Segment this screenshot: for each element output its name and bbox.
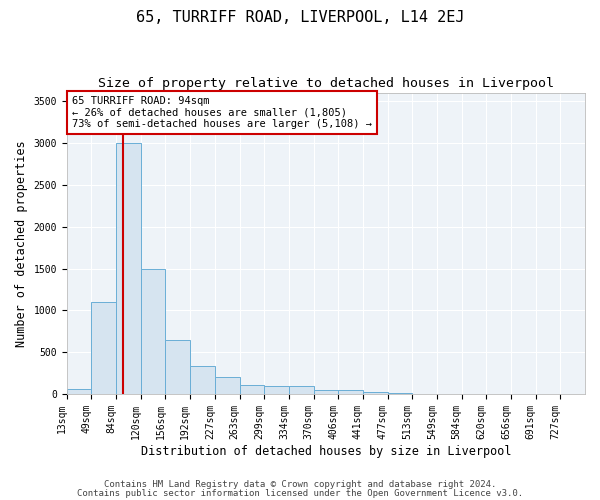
Bar [264, 386, 289, 394]
X-axis label: Distribution of detached houses by size in Liverpool: Distribution of detached houses by size … [140, 444, 511, 458]
Bar [91, 302, 116, 394]
Text: 65 TURRIFF ROAD: 94sqm
← 26% of detached houses are smaller (1,805)
73% of semi-: 65 TURRIFF ROAD: 94sqm ← 26% of detached… [72, 96, 372, 130]
Title: Size of property relative to detached houses in Liverpool: Size of property relative to detached ho… [98, 78, 554, 90]
Bar [363, 392, 388, 394]
Bar [190, 366, 215, 394]
Bar [338, 390, 363, 394]
Text: 65, TURRIFF ROAD, LIVERPOOL, L14 2EJ: 65, TURRIFF ROAD, LIVERPOOL, L14 2EJ [136, 10, 464, 25]
Bar [388, 393, 412, 394]
Bar [239, 385, 264, 394]
Bar [116, 143, 141, 394]
Y-axis label: Number of detached properties: Number of detached properties [15, 140, 28, 347]
Bar [141, 268, 166, 394]
Text: Contains public sector information licensed under the Open Government Licence v3: Contains public sector information licen… [77, 489, 523, 498]
Bar [314, 390, 338, 394]
Bar [215, 378, 239, 394]
Bar [289, 386, 314, 394]
Bar [166, 340, 190, 394]
Bar [67, 390, 91, 394]
Text: Contains HM Land Registry data © Crown copyright and database right 2024.: Contains HM Land Registry data © Crown c… [104, 480, 496, 489]
